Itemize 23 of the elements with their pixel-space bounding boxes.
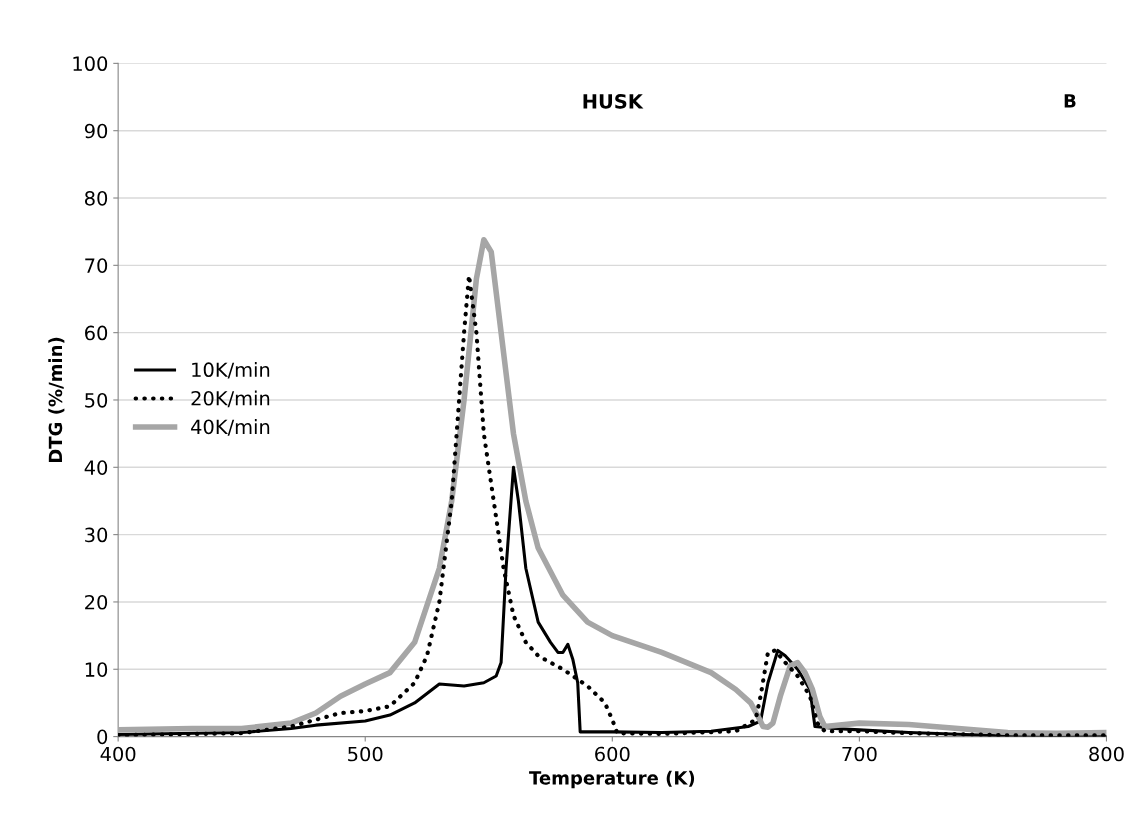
y-tick-label: 60: [85, 325, 108, 341]
x-tick-label: 600: [595, 746, 630, 762]
x-tick-label: 500: [348, 746, 383, 762]
x-tick-label: 800: [1089, 746, 1124, 762]
x-axis-title: Temperature (K): [529, 770, 695, 789]
y-tick-label: 50: [85, 392, 108, 408]
y-tick-label: 0: [97, 729, 108, 745]
y-tick-label: 10: [85, 662, 108, 677]
y-tick-label: 30: [85, 527, 108, 543]
legend-label: 20K/min: [191, 390, 270, 408]
y-tick-label: 20: [85, 594, 108, 610]
y-tick-label: 70: [85, 258, 108, 273]
x-tick-label: 700: [842, 746, 877, 762]
y-tick-label: 80: [85, 190, 108, 206]
y-tick-label: 90: [84, 123, 108, 139]
legend-label: 40K/min: [191, 419, 270, 436]
y-axis-title: DTG (%/min): [48, 337, 65, 463]
x-tick-label: 400: [100, 746, 136, 762]
annotation: B: [1064, 94, 1076, 108]
y-tick-label: 40: [84, 460, 108, 475]
y-tick-label: 100: [73, 56, 108, 72]
text: HUSK: [583, 94, 644, 109]
legend-label: 10K/min: [192, 362, 270, 379]
